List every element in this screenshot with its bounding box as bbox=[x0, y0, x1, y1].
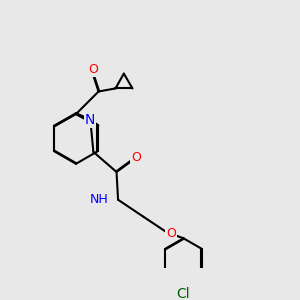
Text: O: O bbox=[88, 63, 98, 76]
Text: N: N bbox=[85, 112, 95, 127]
Text: Cl: Cl bbox=[177, 286, 190, 300]
Text: NH: NH bbox=[90, 193, 109, 206]
Text: O: O bbox=[166, 227, 176, 240]
Text: O: O bbox=[131, 151, 141, 164]
